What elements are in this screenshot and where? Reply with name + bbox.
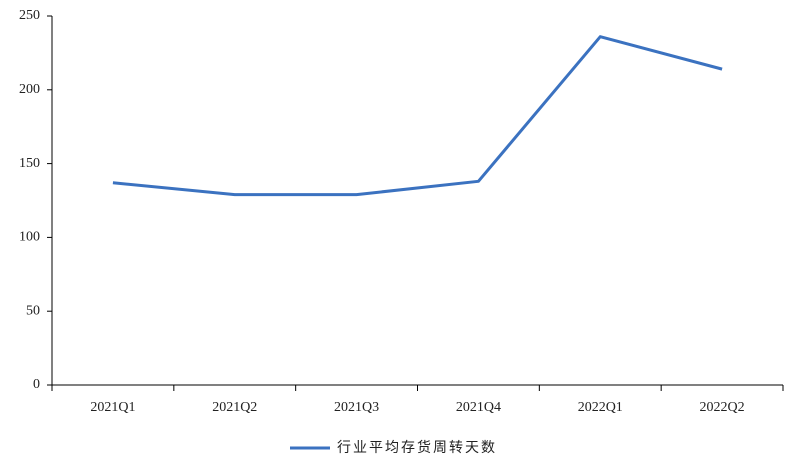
y-tick-label: 250 xyxy=(19,8,40,23)
y-tick-label: 100 xyxy=(19,230,40,245)
x-tick-label: 2022Q2 xyxy=(700,400,745,415)
y-tick-label: 0 xyxy=(33,377,40,392)
y-tick-label: 50 xyxy=(26,303,40,318)
x-tick-label: 2021Q4 xyxy=(456,400,501,415)
legend-label: 行业平均存货周转天数 xyxy=(337,439,497,456)
y-tick-label: 200 xyxy=(19,82,40,97)
data-line xyxy=(112,35,723,197)
x-tick-label: 2022Q1 xyxy=(578,400,623,415)
x-tick-label: 2021Q2 xyxy=(212,400,257,415)
x-tick-label: 2021Q1 xyxy=(90,400,135,415)
x-tick-label: 2021Q3 xyxy=(334,400,379,415)
y-tick-label: 150 xyxy=(19,156,40,171)
